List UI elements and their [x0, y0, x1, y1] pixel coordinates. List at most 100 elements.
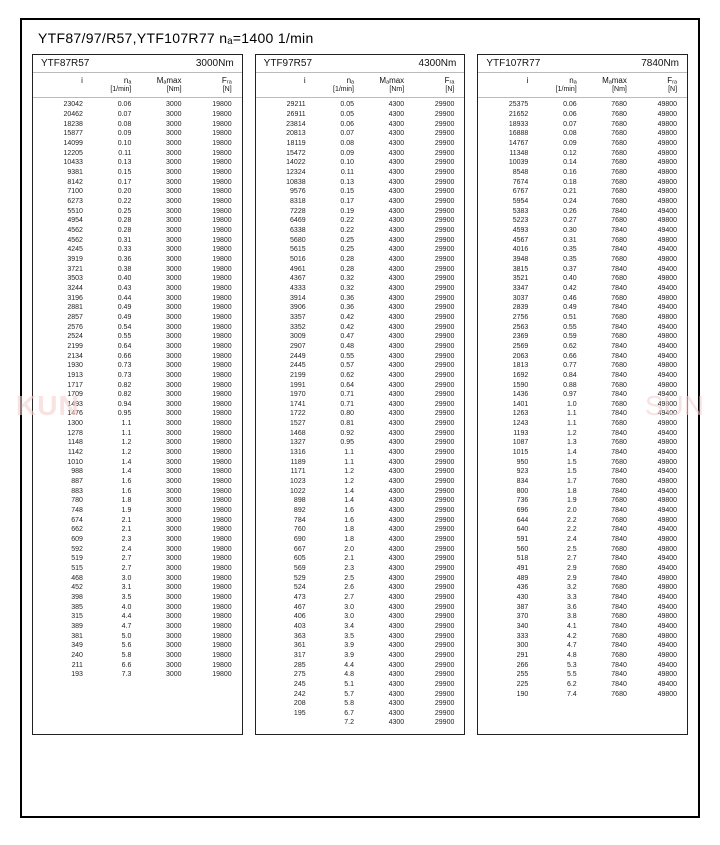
table-row: 28810.49300019800 — [37, 303, 238, 313]
cell-i: 8318 — [260, 197, 312, 207]
cell-n: 0.36 — [312, 294, 360, 304]
cell-n: 4.7 — [534, 641, 582, 651]
cell-m: 4300 — [360, 371, 410, 381]
table-row: 42450.33300019800 — [37, 245, 238, 255]
cell-n: 0.25 — [89, 207, 137, 217]
cell-m: 4300 — [360, 419, 410, 429]
cell-f: 29900 — [410, 535, 460, 545]
col-header-f: Fᵣₐ[N] — [188, 77, 238, 93]
cell-f: 49800 — [633, 216, 683, 226]
cell-n: 0.71 — [312, 390, 360, 400]
cell-f: 49400 — [633, 342, 683, 352]
cell-i: 923 — [482, 467, 534, 477]
cell-i: 1148 — [37, 438, 89, 448]
table-header: YTF87R573000Nm — [33, 55, 242, 73]
table-row: 2555.5784049800 — [482, 670, 683, 680]
cell-i: 1023 — [260, 477, 312, 487]
cell-i: 333 — [482, 632, 534, 642]
cell-m: 3000 — [137, 313, 187, 323]
cell-m: 7840 — [583, 226, 633, 236]
cell-m: 3000 — [137, 158, 187, 168]
table-row: 5692.3430029900 — [260, 564, 461, 574]
cell-n: 1.8 — [312, 535, 360, 545]
cell-m: 7680 — [583, 477, 633, 487]
cell-i: 242 — [260, 690, 312, 700]
cell-m: 3000 — [137, 448, 187, 458]
cell-i: 5510 — [37, 207, 89, 217]
table-row: 28390.49784049400 — [482, 303, 683, 313]
cell-f: 19800 — [188, 197, 238, 207]
table-row: 7841.6430029900 — [260, 516, 461, 526]
cell-m: 7680 — [583, 216, 633, 226]
cell-n: 2.6 — [312, 583, 360, 593]
cell-m: 3000 — [137, 390, 187, 400]
cell-i: 23814 — [260, 120, 312, 130]
cell-i: 1527 — [260, 419, 312, 429]
cell-f: 19800 — [188, 371, 238, 381]
table-row: 83180.17430029900 — [260, 197, 461, 207]
cell-i: 736 — [482, 496, 534, 506]
cell-i: 18933 — [482, 120, 534, 130]
cell-n: 0.47 — [312, 332, 360, 342]
cell-n: 0.82 — [89, 390, 137, 400]
cell-f: 29900 — [410, 226, 460, 236]
cell-i: 4567 — [482, 236, 534, 246]
cell-m: 7680 — [583, 236, 633, 246]
cell-i: 1913 — [37, 371, 89, 381]
cell-f: 29900 — [410, 323, 460, 333]
cell-n: 0.84 — [534, 371, 582, 381]
cell-i: 3347 — [482, 284, 534, 294]
cell-i: 385 — [37, 603, 89, 613]
cell-f: 19800 — [188, 448, 238, 458]
cell-i: 363 — [260, 632, 312, 642]
table-row: 4673.0430029900 — [260, 603, 461, 613]
table-row: 19130.73300019800 — [37, 371, 238, 381]
table-row: 39190.36300019800 — [37, 255, 238, 265]
cell-i: 4562 — [37, 226, 89, 236]
cell-i: 15472 — [260, 149, 312, 159]
cell-i: 1243 — [482, 419, 534, 429]
cell-m: 4300 — [360, 525, 410, 535]
col-header-n: nₐ[1/min] — [534, 77, 582, 93]
cell-m: 7680 — [583, 149, 633, 159]
table-row: 11931.2784049400 — [482, 429, 683, 439]
cell-f: 19800 — [188, 506, 238, 516]
table-row: 230420.06300019800 — [37, 100, 238, 110]
cell-f: 29900 — [410, 651, 460, 661]
cell-m: 3000 — [137, 168, 187, 178]
cell-f: 29900 — [410, 139, 460, 149]
table-row: 43670.32430029900 — [260, 274, 461, 284]
cell-n: 0.08 — [89, 120, 137, 130]
cell-i: 349 — [37, 641, 89, 651]
cell-n: 0.62 — [312, 371, 360, 381]
table-row: 1937.3300019800 — [37, 670, 238, 680]
cell-f: 29900 — [410, 718, 460, 728]
cell-m: 3000 — [137, 641, 187, 651]
cell-m: 7840 — [583, 207, 633, 217]
cell-m: 7840 — [583, 603, 633, 613]
table-row: 5242.6430029900 — [260, 583, 461, 593]
cell-f: 29900 — [410, 496, 460, 506]
table-row: 45930.30784049400 — [482, 226, 683, 236]
cell-i: 12324 — [260, 168, 312, 178]
table-row: 6052.1430029900 — [260, 554, 461, 564]
table-row: 55100.25300019800 — [37, 207, 238, 217]
cell-i: 591 — [482, 535, 534, 545]
cell-n: 3.0 — [312, 612, 360, 622]
cell-i: 370 — [482, 612, 534, 622]
cell-i: 15877 — [37, 129, 89, 139]
cell-n: 0.40 — [89, 274, 137, 284]
cell-m: 4300 — [360, 603, 410, 613]
cell-m: 4300 — [360, 197, 410, 207]
table-row: 3983.5300019800 — [37, 593, 238, 603]
cell-n: 2.4 — [534, 535, 582, 545]
cell-f: 29900 — [410, 506, 460, 516]
cell-m: 4300 — [360, 438, 410, 448]
cell-n: 3.0 — [312, 603, 360, 613]
table-row: 2085.8430029900 — [260, 699, 461, 709]
cell-i: 4593 — [482, 226, 534, 236]
cell-i: 1263 — [482, 409, 534, 419]
cell-m: 4300 — [360, 554, 410, 564]
cell-i: 7100 — [37, 187, 89, 197]
cell-n: 2.5 — [312, 574, 360, 584]
